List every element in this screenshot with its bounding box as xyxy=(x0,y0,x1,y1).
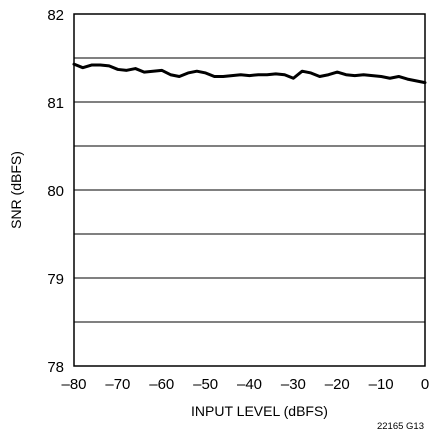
snr-series-line xyxy=(72,62,427,85)
y-tick-label: 79 xyxy=(47,271,64,288)
y-axis-title: SNR (dBFS) xyxy=(8,151,24,229)
x-tick-label: –10 xyxy=(369,376,394,393)
y-tick-label: 82 xyxy=(47,7,64,24)
y-tick-labels: 78 79 80 81 82 xyxy=(47,7,64,376)
plot-frame xyxy=(73,13,426,367)
x-tick-label: –80 xyxy=(61,376,86,393)
y-tick-label: 81 xyxy=(47,95,64,112)
x-tick-label: –20 xyxy=(325,376,350,393)
x-tick-label: –30 xyxy=(281,376,306,393)
x-tick-labels: –80 –70 –60 –50 –40 –30 –20 –10 0 xyxy=(61,376,429,393)
x-tick-label: –40 xyxy=(237,376,262,393)
y-tick-label: 80 xyxy=(47,183,64,200)
x-tick-label: –60 xyxy=(149,376,174,393)
gridlines xyxy=(74,57,425,323)
x-tick-label: 0 xyxy=(421,376,429,393)
series-layer xyxy=(72,62,427,85)
x-axis-title: INPUT LEVEL (dBFS) xyxy=(191,403,328,419)
y-tick-label: 78 xyxy=(47,359,64,376)
figure-code-label: 22165 G13 xyxy=(377,421,424,432)
x-tick-label: –70 xyxy=(105,376,130,393)
x-tick-label: –50 xyxy=(193,376,218,393)
